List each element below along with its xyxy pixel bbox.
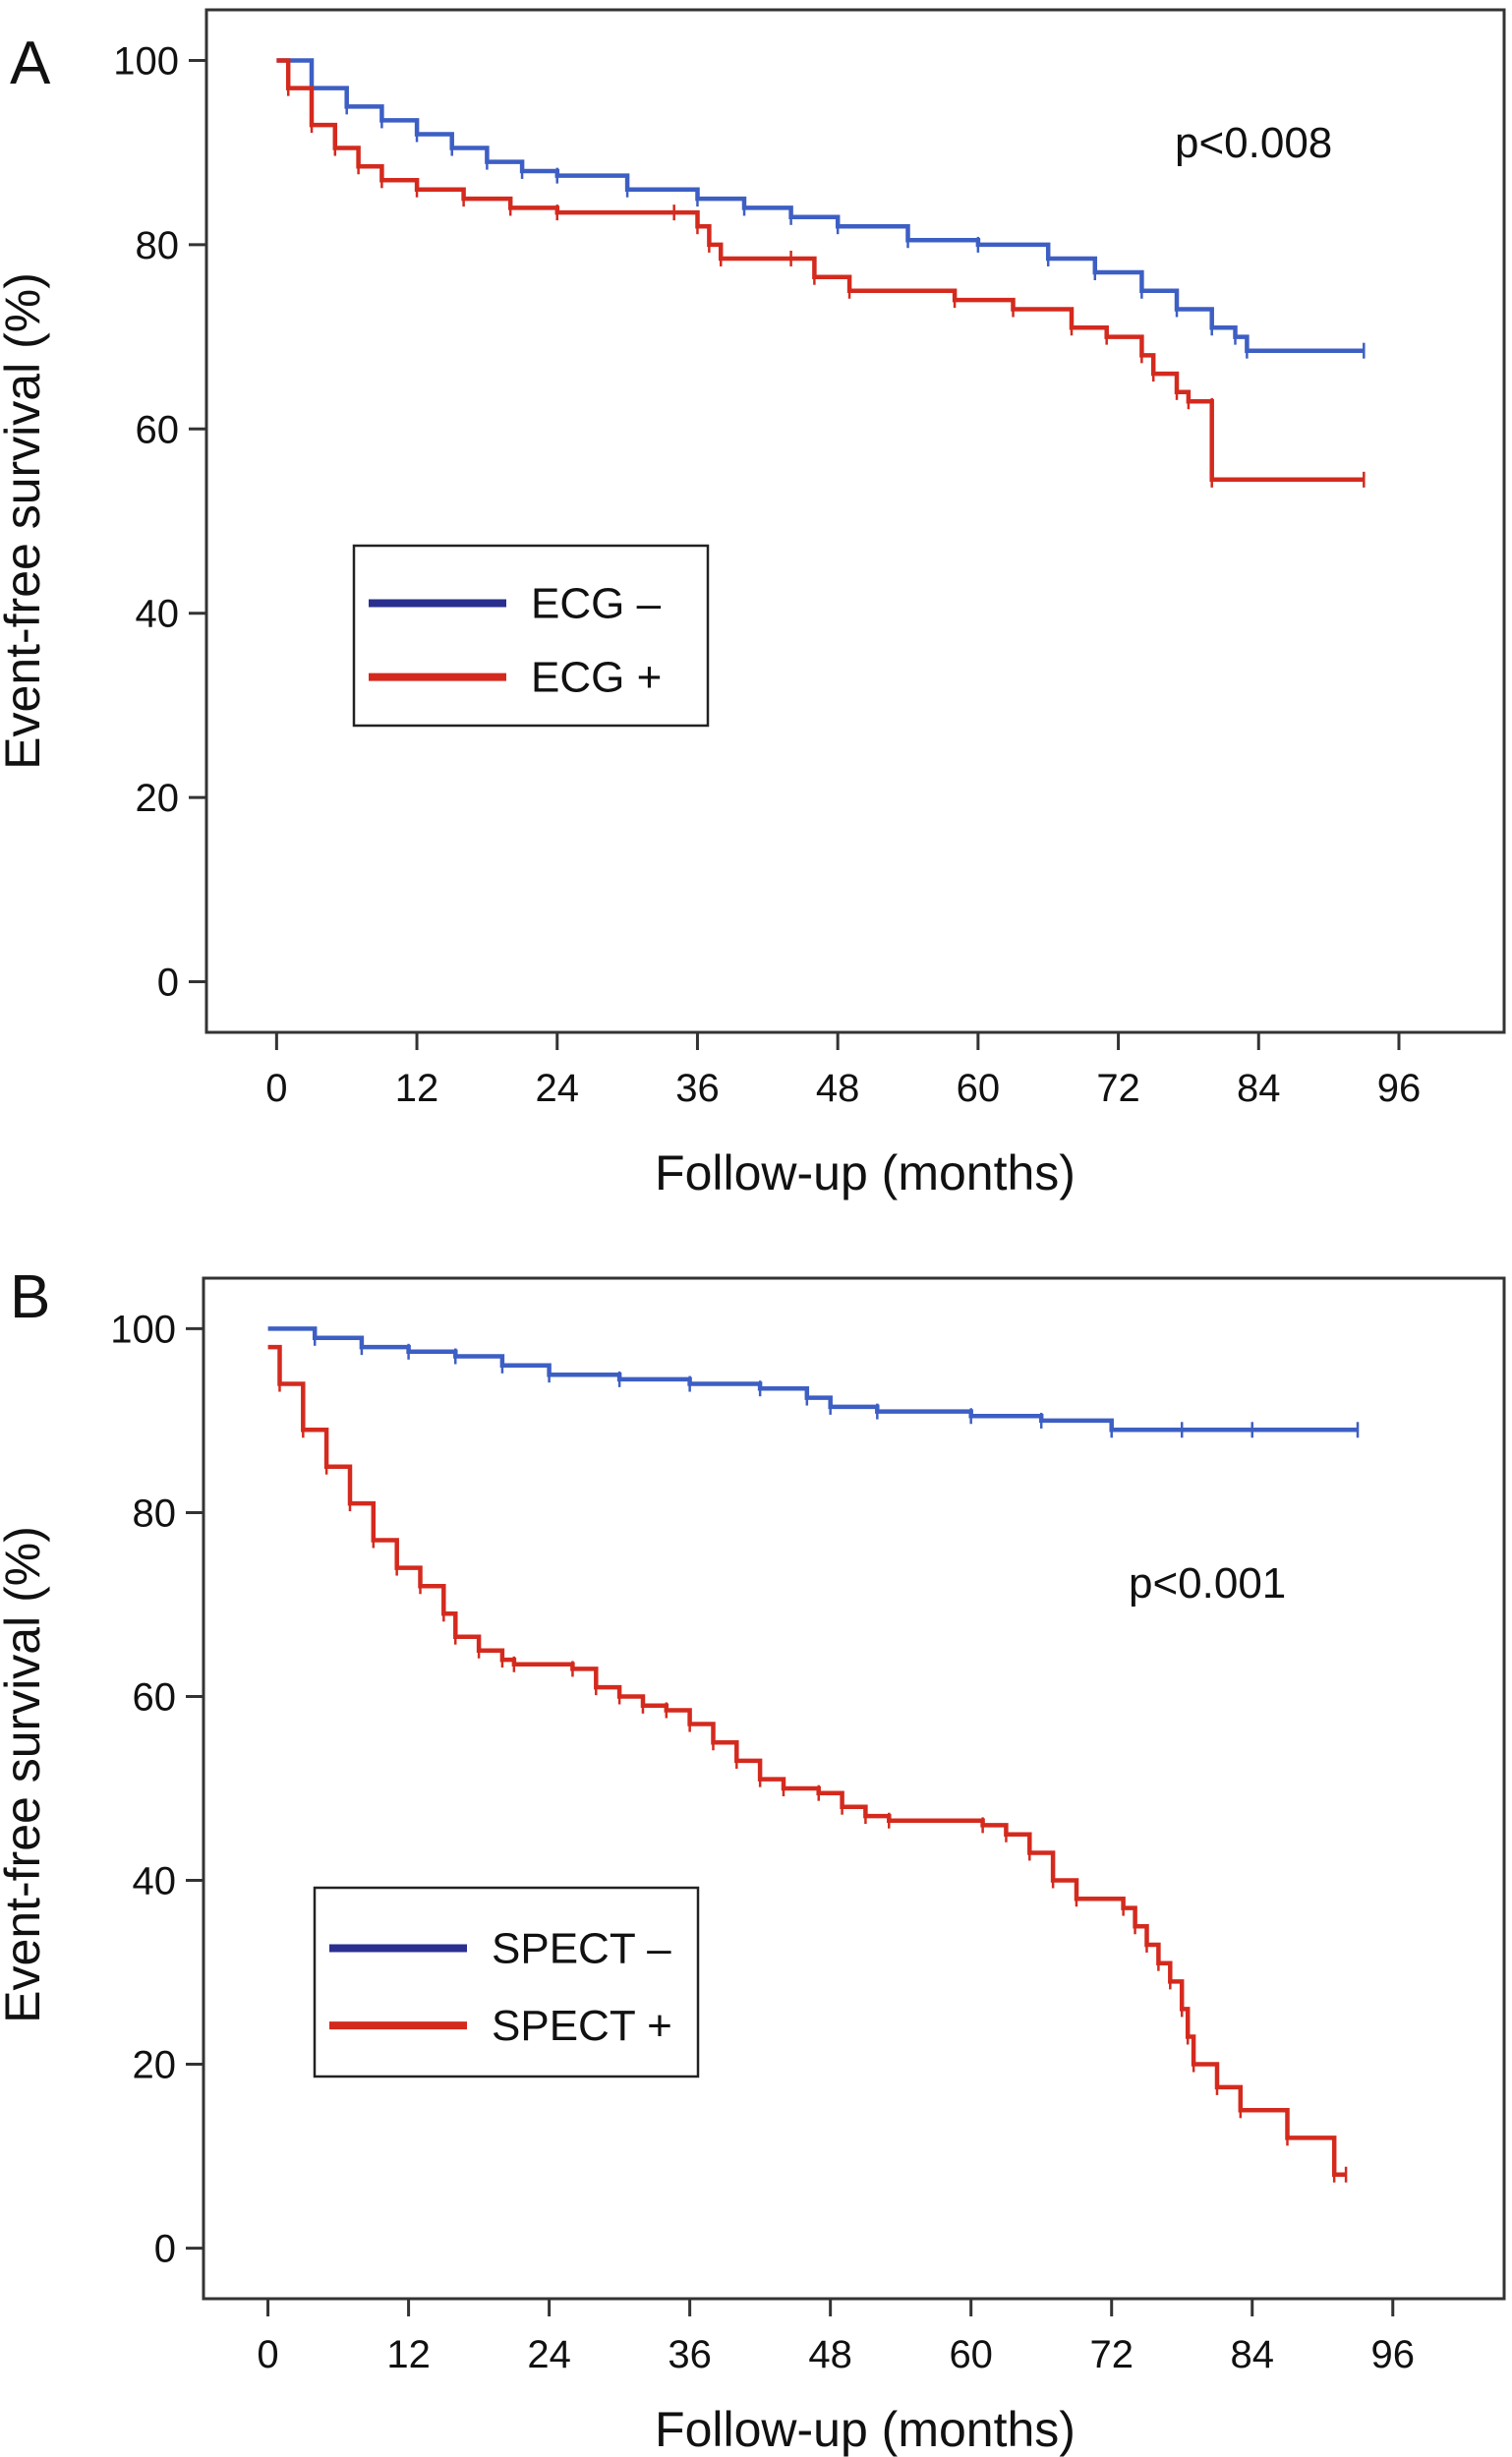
x-tick-label: 84 [1237,1067,1281,1110]
x-tick-label: 36 [668,2333,712,2376]
survival-curve [267,1326,1358,1433]
series-positive [267,1344,1348,2183]
y-tick-label: 80 [133,1492,177,1535]
y-tick-label: 0 [157,961,179,1004]
x-tick-label: 48 [808,2333,852,2376]
x-axis-label: Follow-up (months) [655,2402,1076,2457]
legend-label: ECG – [531,580,662,628]
x-tick-label: 0 [265,1067,287,1110]
series-negative [267,1326,1360,1438]
series-negative [276,58,1366,359]
y-tick-label: 100 [110,1308,176,1351]
legend-box [352,544,710,728]
y-tick-label: 20 [133,2044,177,2087]
panel-label: A [10,29,51,97]
x-tick-label: 72 [1096,1067,1140,1110]
series-positive [276,58,1366,488]
x-tick-label: 24 [527,2333,571,2376]
x-tick-label: 0 [257,2333,278,2376]
chart-panel-b: 0 20 40 60 80 100 0 12 24 36 48 60 72 84 96 Follow-up (… [0,1263,1506,2457]
x-tick-label: 96 [1377,1067,1422,1110]
legend-label: SPECT – [492,1924,671,1972]
x-tick-label: 96 [1371,2333,1416,2376]
chart-panel-a: 0 20 40 60 80 100 0 12 24 36 48 60 72 84 96 Follow-up (… [0,8,1506,1200]
y-tick-label: 20 [136,777,180,820]
y-tick-label: 100 [113,40,179,84]
x-tick-label: 60 [957,1067,1001,1110]
y-tick-label: 60 [133,1675,177,1719]
p-value-annotation: p<0.008 [1175,119,1332,167]
x-tick-label: 60 [949,2333,993,2376]
y-axis-label: Event-free survival (%) [0,272,50,770]
x-tick-label: 24 [536,1067,580,1110]
x-tick-label: 36 [675,1067,720,1110]
legend: SPECT – SPECT + [313,1886,700,2078]
x-tick-label: 48 [816,1067,860,1110]
y-tick-label: 0 [154,2228,176,2271]
legend: ECG – ECG + [352,544,710,728]
y-tick-label: 80 [136,224,180,267]
legend-label: ECG + [531,654,662,702]
y-tick-label: 40 [133,1860,177,1903]
x-tick-label: 84 [1230,2333,1274,2376]
y-tick-label: 40 [136,593,180,636]
legend-label: SPECT + [492,2002,672,2050]
x-tick-label: 12 [395,1067,439,1110]
legend-box [313,1886,700,2078]
plot-frame [204,8,1506,1034]
plot-frame [202,1276,1506,2301]
y-tick-label: 60 [136,408,180,451]
panel-label: B [10,1263,50,1331]
x-tick-label: 12 [386,2333,431,2376]
survival-curve [276,58,1365,353]
p-value-annotation: p<0.001 [1129,1559,1286,1608]
x-axis-label: Follow-up (months) [655,1145,1076,1200]
x-tick-label: 72 [1089,2333,1134,2376]
y-axis-label: Event-free survival (%) [0,1526,50,2023]
